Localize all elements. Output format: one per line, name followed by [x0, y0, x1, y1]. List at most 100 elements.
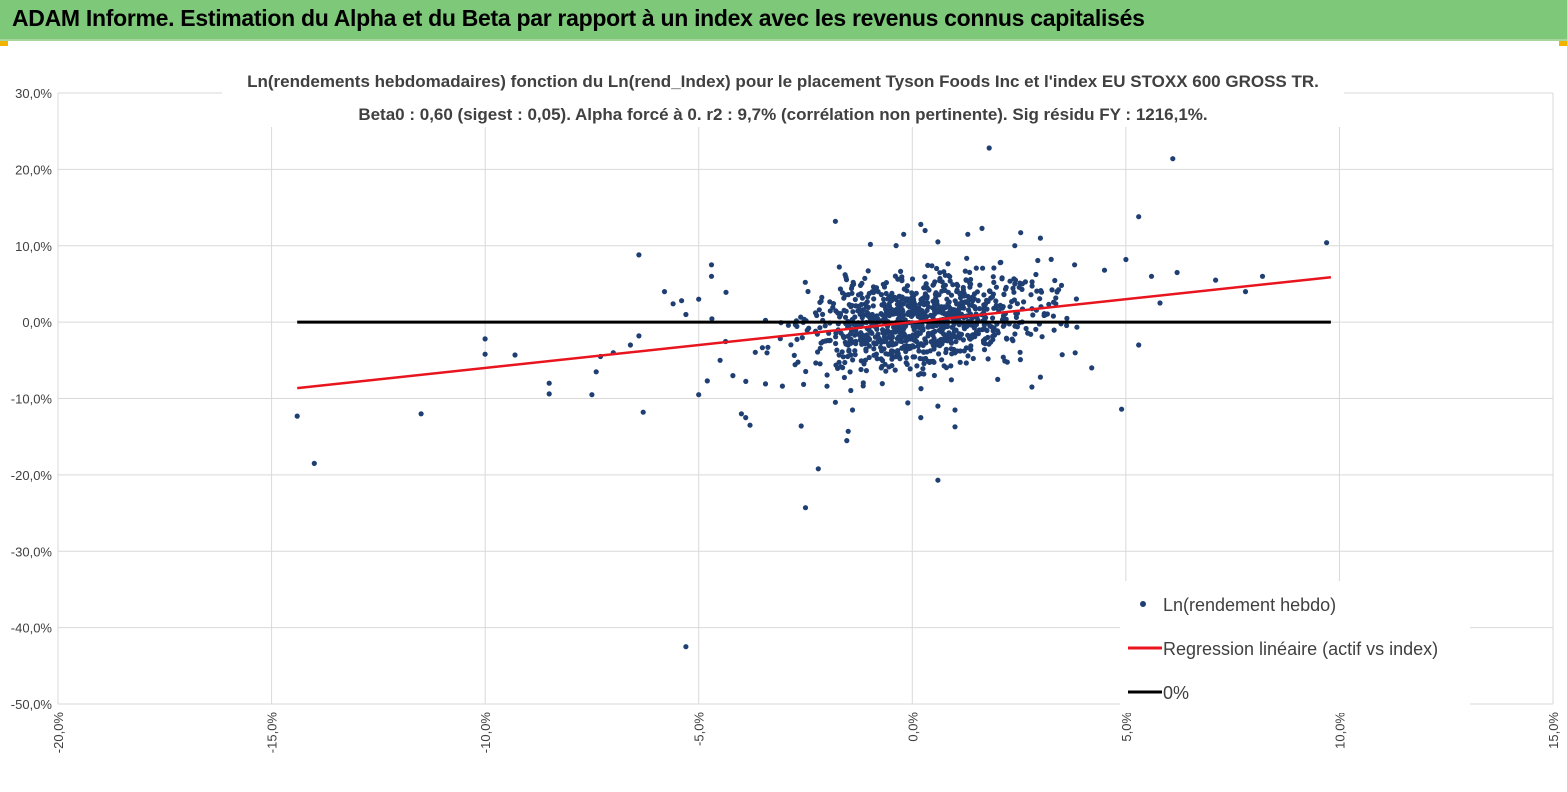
data-point: [904, 288, 910, 294]
data-point: [964, 255, 970, 261]
data-point: [747, 422, 753, 428]
data-point: [920, 327, 926, 333]
data-point: [546, 380, 552, 386]
data-point: [817, 345, 823, 351]
data-point: [627, 342, 634, 348]
data-point: [925, 304, 932, 310]
data-point: [948, 363, 954, 369]
data-point: [1035, 257, 1041, 264]
data-point: [957, 359, 963, 365]
data-point: [881, 296, 887, 302]
data-point: [1010, 285, 1016, 291]
data-point: [891, 341, 898, 347]
reference-lines: [297, 275, 1332, 390]
data-point: [799, 335, 805, 341]
data-point: [925, 262, 931, 268]
data-point: [930, 323, 936, 330]
data-point: [963, 345, 970, 351]
chart-subtitle: Beta0 : 0,60 (sigest : 0,05). Alpha forc…: [358, 105, 1207, 124]
y-tick-label: 0,0%: [22, 315, 52, 330]
data-point: [1148, 273, 1155, 279]
data-point: [759, 345, 766, 351]
data-point: [993, 284, 1000, 290]
data-point: [827, 308, 833, 314]
data-point: [836, 352, 842, 358]
data-point: [824, 372, 830, 378]
data-point: [730, 373, 736, 379]
data-point: [834, 347, 840, 353]
data-point: [738, 411, 745, 417]
data-point: [995, 376, 1001, 382]
y-tick-label: -30,0%: [11, 544, 53, 559]
data-point: [909, 297, 915, 303]
data-point: [1123, 256, 1129, 263]
data-point: [838, 330, 844, 336]
data-point: [999, 276, 1005, 282]
data-point: [803, 368, 809, 375]
data-point: [944, 296, 950, 302]
data-point: [892, 367, 898, 373]
data-point: [880, 327, 886, 333]
data-point: [899, 332, 905, 338]
data-point: [1072, 262, 1078, 268]
data-point: [1072, 350, 1078, 356]
data-point: [922, 291, 929, 297]
data-point: [860, 307, 866, 313]
data-point: [987, 323, 993, 329]
data-point: [928, 330, 935, 337]
data-point: [881, 316, 887, 322]
data-point: [915, 343, 921, 349]
data-point: [886, 342, 892, 349]
data-point: [961, 293, 967, 299]
data-point: [833, 340, 839, 347]
data-point: [882, 361, 888, 367]
data-point: [1007, 278, 1013, 284]
data-point: [904, 283, 911, 289]
data-point: [972, 304, 978, 310]
data-point: [937, 270, 943, 276]
data-point: [802, 505, 809, 511]
data-point: [942, 332, 948, 338]
data-point: [899, 345, 905, 351]
data-point: [1023, 325, 1029, 332]
data-point: [989, 294, 996, 300]
data-point: [1038, 288, 1044, 294]
data-point: [840, 354, 846, 360]
data-point: [958, 331, 965, 337]
data-point: [918, 221, 924, 227]
data-point: [636, 333, 642, 339]
data-point: [883, 290, 889, 297]
data-point: [640, 409, 646, 415]
data-point: [852, 314, 858, 320]
data-point: [827, 337, 833, 343]
data-point: [921, 361, 927, 367]
data-point: [848, 336, 854, 342]
data-point: [696, 296, 702, 302]
data-point: [1058, 282, 1065, 288]
data-point: [418, 411, 424, 417]
chart-title: Ln(rendements hebdomadaires) fonction du…: [247, 72, 1319, 91]
data-point: [889, 290, 895, 296]
data-point: [965, 322, 971, 328]
data-point: [889, 334, 895, 340]
data-point: [1170, 156, 1176, 162]
data-point: [874, 356, 880, 362]
data-point: [963, 360, 969, 366]
data-point: [1030, 312, 1036, 318]
data-point: [957, 348, 963, 354]
data-point: [842, 339, 848, 345]
data-point: [955, 283, 961, 289]
data-point: [880, 281, 886, 287]
data-point: [936, 338, 942, 344]
data-point: [847, 369, 853, 375]
data-point: [1028, 292, 1034, 298]
legend-background: [1120, 581, 1470, 713]
data-point: [827, 299, 833, 305]
data-point: [937, 343, 943, 349]
data-point: [794, 336, 800, 342]
regression-line: [297, 275, 1332, 390]
data-point: [1014, 324, 1021, 330]
data-point: [708, 273, 715, 279]
data-point: [919, 322, 925, 328]
data-point: [1017, 357, 1024, 363]
